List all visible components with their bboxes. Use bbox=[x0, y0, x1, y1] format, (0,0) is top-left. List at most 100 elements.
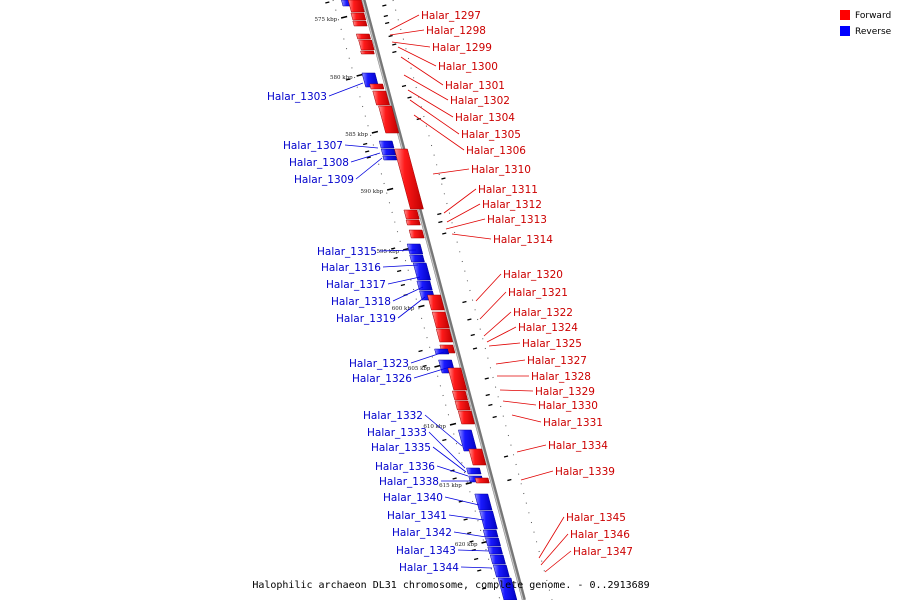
legend: Forward Reverse bbox=[840, 10, 892, 37]
forward-gene-block bbox=[352, 20, 368, 27]
forward-leader-line bbox=[443, 188, 477, 214]
forward-gene-label: Halar_1324 bbox=[518, 322, 578, 334]
gene-marker bbox=[484, 377, 489, 380]
forward-gene-block bbox=[427, 294, 445, 311]
reverse-legend-label: Reverse bbox=[855, 27, 892, 37]
tick-label: 580 kbp bbox=[330, 75, 353, 81]
tick-mark bbox=[465, 481, 472, 485]
forward-leader-line bbox=[499, 389, 534, 392]
forward-gene-label: Halar_1329 bbox=[535, 386, 595, 398]
forward-gene-label: Halar_1302 bbox=[450, 95, 510, 107]
forward-gene-block bbox=[435, 328, 454, 343]
gene-marker bbox=[470, 333, 475, 337]
tick-mark bbox=[434, 364, 441, 368]
gene-marker bbox=[401, 84, 407, 88]
forward-gene-label: Halar_1345 bbox=[566, 512, 626, 524]
forward-gene-block bbox=[358, 39, 375, 51]
tick-label: 575 kbp bbox=[314, 17, 337, 23]
gene-features bbox=[325, 0, 518, 600]
forward-leader-line bbox=[445, 218, 486, 230]
forward-leader-line bbox=[540, 533, 569, 566]
reverse-gene-label: Halar_1318 bbox=[331, 296, 391, 308]
reverse-gene-label: Halar_1315 bbox=[317, 246, 377, 258]
reverse-gene-block bbox=[487, 546, 503, 555]
reverse-gene-block bbox=[406, 243, 424, 255]
gene-marker bbox=[441, 177, 446, 180]
reverse-gene-label: Halar_1317 bbox=[326, 279, 386, 291]
forward-leader-line bbox=[511, 414, 542, 423]
reverse-leader-line bbox=[444, 496, 480, 506]
gene-marker bbox=[492, 415, 497, 419]
tick-label: 590 kbp bbox=[360, 189, 383, 195]
forward-gene-block bbox=[451, 390, 469, 401]
reverse-gene-label: Halar_1316 bbox=[321, 262, 381, 274]
reverse-gene-label: Halar_1343 bbox=[396, 545, 456, 557]
gene-marker bbox=[392, 50, 397, 54]
reverse-leader-line bbox=[397, 296, 426, 319]
forward-leader-line bbox=[409, 99, 460, 135]
forward-gene-label: Halar_1310 bbox=[471, 164, 531, 176]
forward-gene-label: Halar_1304 bbox=[455, 112, 515, 124]
gene-marker bbox=[437, 212, 442, 216]
tick-mark bbox=[418, 304, 425, 308]
tick-mark bbox=[340, 15, 348, 19]
forward-gene-label: Halar_1299 bbox=[432, 42, 492, 54]
reverse-leader-line bbox=[387, 276, 421, 285]
forward-gene-label: Halar_1322 bbox=[513, 307, 573, 319]
tick-label: 615 kbp bbox=[439, 483, 462, 489]
reverse-gene-label: Halar_1342 bbox=[392, 527, 452, 539]
gene-marker bbox=[438, 220, 443, 224]
forward-legend-label: Forward bbox=[855, 11, 891, 21]
reverse-leader-line bbox=[448, 514, 485, 521]
forward-gene-block bbox=[474, 477, 490, 484]
gene-marker bbox=[463, 518, 468, 521]
reverse-gene-block bbox=[489, 554, 506, 565]
reverse-gene-label: Halar_1303 bbox=[267, 91, 327, 103]
reverse-gene-label: Halar_1307 bbox=[283, 140, 343, 152]
forward-gene-label: Halar_1347 bbox=[573, 546, 633, 558]
forward-leader-line bbox=[451, 233, 492, 240]
reverse-gene-block bbox=[380, 148, 397, 156]
gene-marker bbox=[442, 232, 447, 235]
forward-gene-label: Halar_1313 bbox=[487, 214, 547, 226]
forward-leader-line bbox=[479, 291, 507, 320]
forward-leader-line bbox=[400, 56, 444, 86]
forward-gene-label: Halar_1346 bbox=[570, 529, 630, 541]
reverse-gene-label: Halar_1323 bbox=[349, 358, 409, 370]
reverse-gene-label: Halar_1332 bbox=[363, 410, 423, 422]
forward-gene-label: Halar_1300 bbox=[438, 61, 498, 73]
forward-leader-line bbox=[544, 550, 572, 573]
gene-marker bbox=[383, 14, 388, 18]
forward-guide-line bbox=[392, 0, 553, 600]
forward-gene-label: Halar_1327 bbox=[527, 355, 587, 367]
reverse-leader-line bbox=[432, 446, 467, 473]
forward-leader-line bbox=[446, 203, 481, 223]
gene-marker bbox=[345, 78, 351, 81]
reverse-leader-line bbox=[424, 414, 463, 447]
reverse-gene-label: Halar_1309 bbox=[294, 174, 354, 186]
forward-gene-label: Halar_1320 bbox=[503, 269, 563, 281]
reverse-gene-label: Halar_1340 bbox=[383, 492, 443, 504]
forward-gene-block bbox=[347, 0, 365, 13]
forward-gene-label: Halar_1331 bbox=[543, 417, 603, 429]
forward-leader-line bbox=[389, 29, 425, 36]
forward-gene-block bbox=[355, 33, 371, 40]
reverse-gene-block bbox=[482, 529, 499, 538]
gene-marker bbox=[407, 96, 412, 99]
reverse-leader-line bbox=[457, 549, 490, 552]
forward-gene-block bbox=[403, 209, 420, 220]
forward-gene-block bbox=[405, 219, 421, 226]
forward-gene-label: Halar_1306 bbox=[466, 145, 526, 157]
forward-leader-line bbox=[483, 311, 512, 337]
scale-ticks: 575 kbp 580 kbp 585 kbp 590 kbp 595 kbp 600 k… bbox=[314, 15, 488, 548]
gene-marker bbox=[477, 569, 482, 572]
gene-marker bbox=[418, 349, 423, 353]
forward-gene-block bbox=[372, 90, 390, 106]
reverse-leader-line bbox=[382, 264, 419, 268]
reverse-leader-line bbox=[328, 82, 364, 97]
gene-marker bbox=[503, 455, 509, 458]
gene-marker bbox=[390, 247, 396, 250]
reverse-gene-block bbox=[485, 537, 501, 547]
forward-leader-line bbox=[403, 74, 449, 101]
reverse-gene-label: Halar_1333 bbox=[367, 427, 427, 439]
